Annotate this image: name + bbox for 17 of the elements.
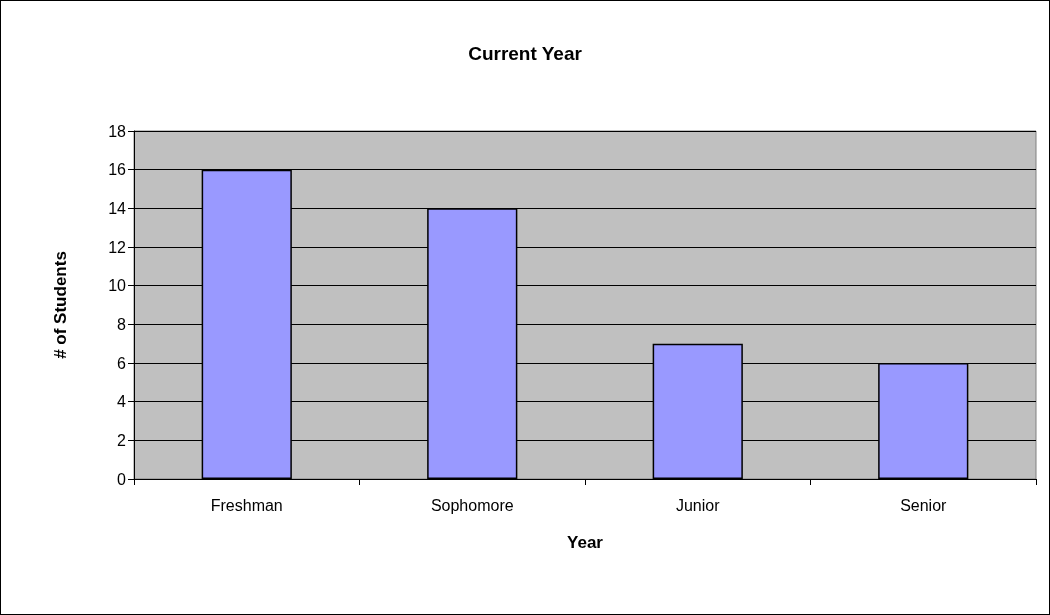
y-tick-label: 18 (108, 122, 127, 140)
y-tick-label: 12 (108, 238, 127, 256)
y-tick-label: 16 (108, 161, 127, 179)
x-tick-label: Junior (675, 496, 721, 514)
x-tick-label: Freshman (210, 496, 283, 514)
y-tick-label: 8 (117, 315, 127, 333)
y-tick-label: 2 (117, 431, 127, 449)
y-tick-label: 6 (117, 354, 127, 372)
y-tick-label: 14 (108, 199, 127, 217)
y-tick-label: 4 (117, 393, 127, 411)
x-tick-label: Senior (900, 496, 948, 514)
chart-title: Current Year (468, 43, 583, 64)
y-tick-label: 0 (117, 470, 127, 488)
y-axis-title: # of Students (51, 251, 70, 359)
x-tick-label: Sophomore (430, 496, 514, 514)
x-axis-title: Year (567, 533, 604, 552)
y-tick-label: 10 (108, 277, 127, 295)
